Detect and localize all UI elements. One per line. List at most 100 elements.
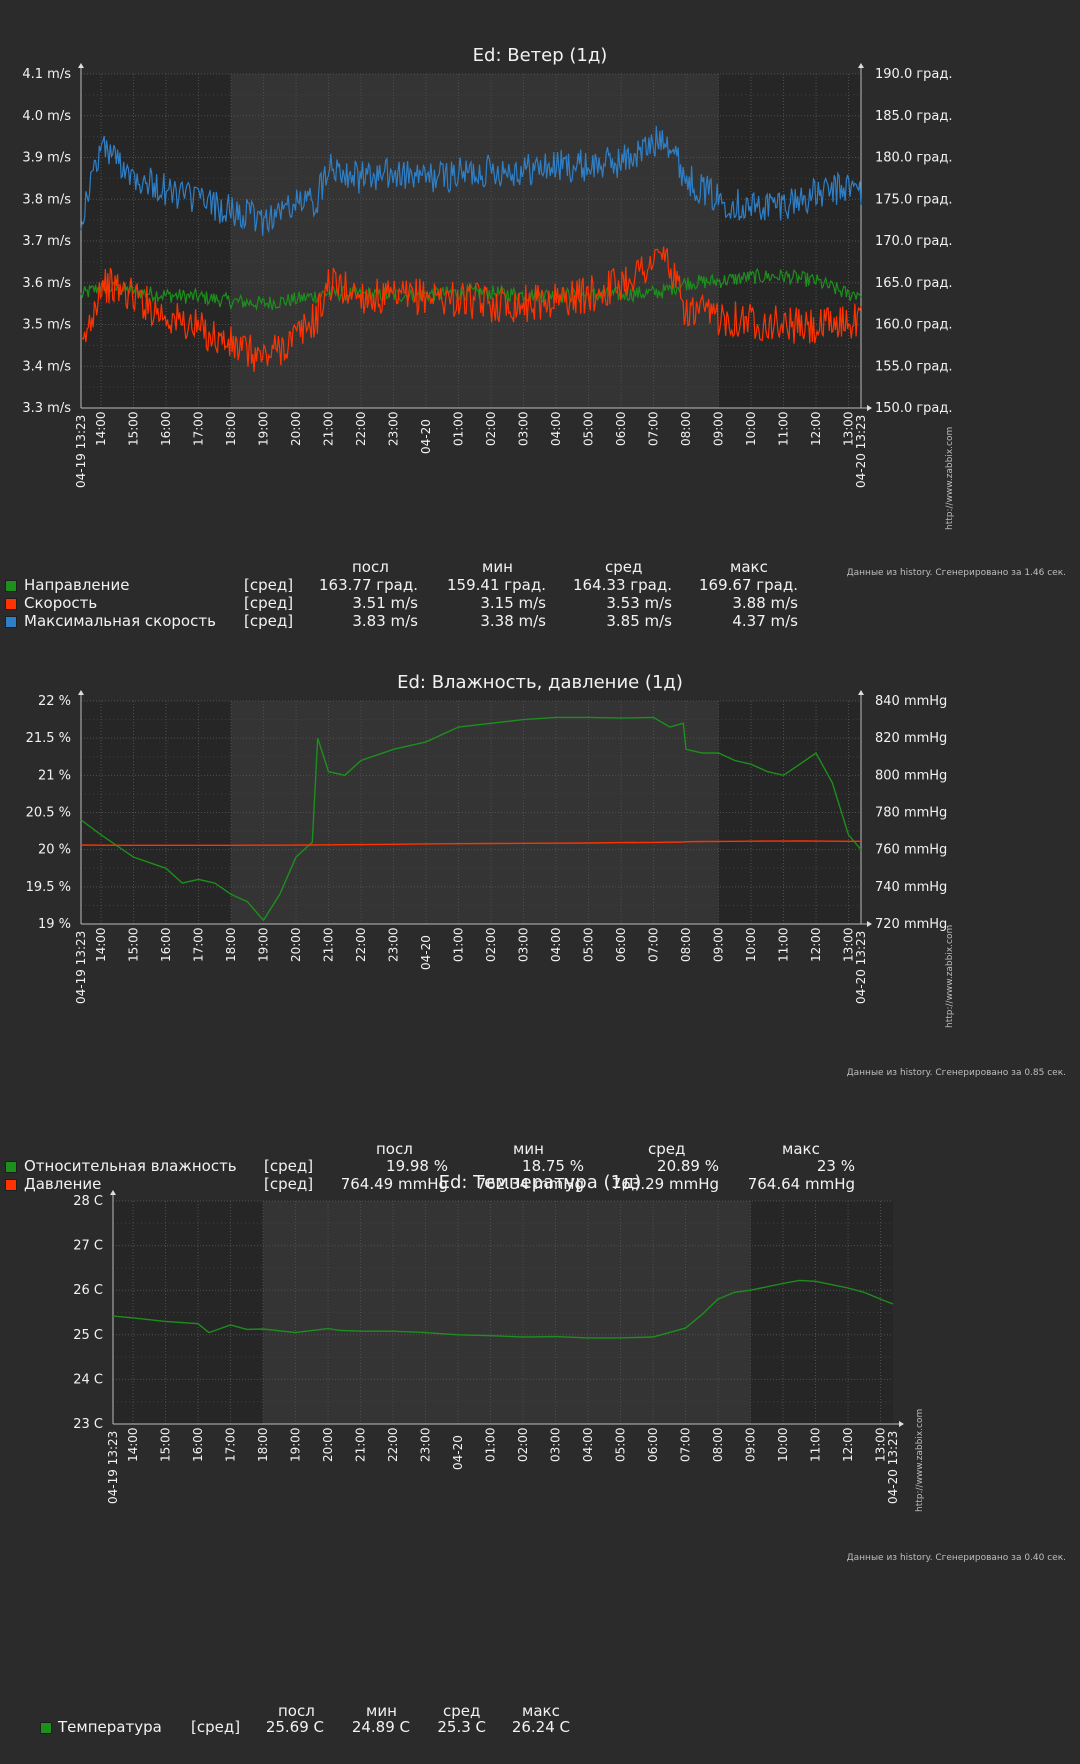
y-tick-label: 3.4 m/s — [22, 359, 71, 374]
x-tick-label: 01:00 — [484, 1427, 498, 1462]
plot-area — [113, 1201, 893, 1424]
x-tick-label: 07:00 — [647, 927, 661, 962]
x-tick-label: 17:00 — [192, 411, 206, 446]
series-line — [80, 246, 862, 373]
legend-header-avg: сред — [443, 1702, 481, 1720]
x-tick-label: 05:00 — [614, 1427, 628, 1462]
legend-avg: 20.89 % — [657, 1157, 719, 1175]
x-tick-label: 06:00 — [646, 1427, 660, 1462]
y-tick-label: 26 C — [73, 1283, 103, 1298]
legend-min: 24.89 C — [351, 1718, 410, 1736]
legend-func: [сред] — [244, 594, 294, 612]
y-tick-label: 25 C — [73, 1328, 103, 1343]
x-tick-label: 20:00 — [289, 927, 303, 962]
y2-tick-label: 800 mmHg — [875, 768, 947, 783]
y-tick-label: 23 C — [73, 1417, 103, 1432]
series-line — [80, 840, 861, 846]
y-tick-label: 20 % — [38, 843, 71, 858]
generated-note: Данные из history. Сгенерировано за 0.85… — [847, 1068, 1066, 1078]
legend-header-last: посл — [278, 1702, 315, 1720]
x-tick-label: 21:00 — [354, 1427, 368, 1462]
x-tick-label: 23:00 — [419, 1427, 433, 1462]
legend-min: 3.15 m/s — [480, 594, 546, 612]
legend-header-avg: сред — [605, 558, 643, 576]
x-tick-label: 09:00 — [712, 411, 726, 446]
legend-max: 3.88 m/s — [732, 594, 798, 612]
watermark-url: http://www.zabbix.com — [945, 427, 955, 530]
legend-header-min: мин — [366, 1702, 397, 1720]
legend-avg: 3.53 m/s — [606, 594, 672, 612]
y2-tick-label: 160.0 град. — [875, 318, 953, 333]
legend-header-last: посл — [352, 558, 389, 576]
x-end-label: 04-20 13:23 — [854, 931, 868, 1004]
x-tick-label: 02:00 — [484, 411, 498, 446]
x-tick-label: 09:00 — [744, 1427, 758, 1462]
x-tick-label: 13:00 — [842, 927, 856, 962]
x-tick-label: 08:00 — [679, 411, 693, 446]
wind-graph: Ed: Ветер (1д) 4.1 m/s 4.0 m/s 3.9 m/s 3.8 m… — [0, 0, 1080, 660]
y2-axis-arrow — [858, 63, 864, 68]
x-tick-label: 19:00 — [257, 411, 271, 446]
legend-last: 3.83 m/s — [352, 612, 418, 630]
legend-header-max: макс — [730, 558, 768, 576]
legend-max: 4.37 m/s — [732, 612, 798, 630]
x-start-label: 04-19 13:23 — [74, 931, 88, 1004]
x-tick-label: 02:00 — [516, 1427, 530, 1462]
x-tick-label: 08:00 — [679, 927, 693, 962]
x-tick-label: 11:00 — [809, 1427, 823, 1462]
chart-title: Ed: Влажность, давление (1д) — [397, 672, 683, 693]
y-tick-label: 20.5 % — [26, 806, 71, 821]
y-tick-label: 3.9 m/s — [22, 151, 71, 166]
legend-header-max: макс — [522, 1702, 560, 1720]
legend-name: Давление — [24, 1175, 102, 1193]
legend-func: [сред] — [264, 1157, 314, 1175]
x-tick-label: 01:00 — [452, 411, 466, 446]
legend-max: 169.67 град. — [699, 576, 798, 594]
x-tick-label: 22:00 — [386, 1427, 400, 1462]
legend-func: [сред] — [264, 1175, 314, 1193]
x-tick-label: 15:00 — [127, 411, 141, 446]
x-tick-label: 22:00 — [354, 927, 368, 962]
series-line — [80, 268, 862, 312]
x-tick-label: 17:00 — [224, 1427, 238, 1462]
y-axis-arrow — [110, 1190, 116, 1195]
y-tick-label: 19 % — [38, 917, 71, 932]
x-tick-label: 07:00 — [647, 411, 661, 446]
legend-name: Температура — [58, 1718, 162, 1736]
y2-tick-label: 185.0 град. — [875, 109, 953, 124]
y2-tick-label: 190.0 град. — [875, 67, 953, 82]
y2-tick-label: 780 mmHg — [875, 806, 947, 821]
x-tick-label: 03:00 — [517, 411, 531, 446]
x-tick-label: 01:00 — [452, 927, 466, 962]
x-tick-label: 13:00 — [842, 411, 856, 446]
y-tick-label: 4.0 m/s — [22, 109, 71, 124]
y2-tick-label: 155.0 град. — [875, 359, 953, 374]
y2-tick-label: 760 mmHg — [875, 843, 947, 858]
x-tick-label: 11:00 — [777, 411, 791, 446]
x-end-label: 04-20 13:23 — [886, 1431, 900, 1504]
watermark-url: http://www.zabbix.com — [945, 925, 955, 1028]
legend-name: Скорость — [24, 594, 98, 612]
y2-tick-label: 175.0 град. — [875, 192, 953, 207]
series-line — [80, 716, 862, 922]
series-line — [80, 125, 862, 236]
y-tick-label: 4.1 m/s — [22, 67, 71, 82]
y-tick-label: 24 C — [73, 1372, 103, 1387]
y-tick-label: 28 C — [73, 1194, 103, 1209]
x-tick-label: 18:00 — [256, 1427, 270, 1462]
x-tick-label: 06:00 — [614, 927, 628, 962]
period-band — [263, 1201, 751, 1424]
y2-tick-label: 150.0 град. — [875, 401, 953, 416]
x-tick-label: 04-20 — [451, 1435, 465, 1470]
x-tick-label: 22:00 — [354, 411, 368, 446]
y2-tick-label: 720 mmHg — [875, 917, 947, 932]
x-tick-label: 12:00 — [809, 927, 823, 962]
y2-tick-label: 180.0 град. — [875, 151, 953, 166]
y-tick-label: 21.5 % — [26, 731, 71, 746]
y-tick-label: 3.3 m/s — [22, 401, 71, 416]
legend-last: 764.49 mmHg — [340, 1175, 448, 1193]
y2-tick-label: 840 mmHg — [875, 694, 947, 709]
x-tick-label: 17:00 — [192, 927, 206, 962]
wind-chart: Ed: Ветер (1д) 4.1 m/s 4.0 m/s 3.9 m/s 3.8 m… — [22, 45, 1066, 578]
legend-swatch — [5, 1179, 17, 1191]
